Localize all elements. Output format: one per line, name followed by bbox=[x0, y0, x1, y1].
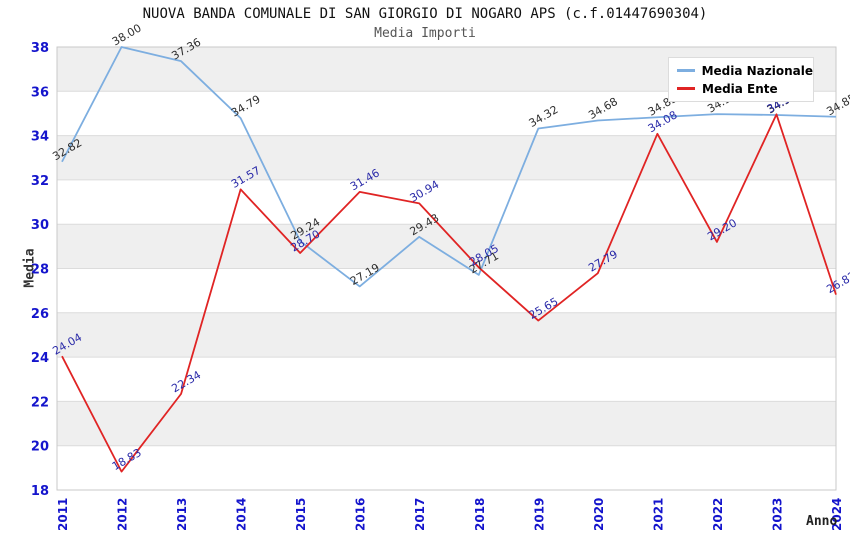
legend-label-media-ente: Media Ente bbox=[702, 81, 778, 96]
x-tick-label: 2022 bbox=[711, 498, 725, 531]
point-label-media-nazionale: 34.85 bbox=[824, 91, 850, 118]
y-tick-label: 18 bbox=[31, 484, 49, 499]
plot-band bbox=[57, 401, 836, 446]
y-axis-title: Media bbox=[22, 248, 38, 288]
plot-band bbox=[57, 312, 836, 358]
legend: Media Nazionale Media Ente bbox=[668, 57, 814, 102]
media-nazionale-line-swatch bbox=[677, 69, 695, 72]
x-tick-label: 2016 bbox=[354, 498, 368, 531]
x-tick-label: 2021 bbox=[651, 498, 665, 531]
y-tick-label: 32 bbox=[31, 174, 49, 189]
plot-border bbox=[56, 46, 837, 491]
plot-band bbox=[57, 135, 836, 180]
x-tick-label: 2018 bbox=[473, 498, 487, 531]
series-line-media-ente bbox=[61, 113, 837, 473]
x-tick-label: 2012 bbox=[116, 498, 130, 531]
point-label-media-ente: 18.83 bbox=[110, 446, 144, 473]
chart-subtitle: Media Importi bbox=[374, 26, 476, 41]
media-ente-line-swatch bbox=[677, 87, 695, 90]
x-tick-label: 2015 bbox=[294, 498, 308, 531]
x-tick-label: 2023 bbox=[770, 498, 784, 531]
x-tick-label: 2024 bbox=[830, 498, 844, 531]
point-label-media-nazionale: 34.79 bbox=[229, 93, 263, 120]
y-tick-label: 30 bbox=[31, 218, 49, 233]
point-label-media-nazionale: 34.68 bbox=[586, 95, 620, 122]
legend-item-media-nazionale: Media Nazionale bbox=[677, 64, 813, 78]
y-tick-label: 36 bbox=[31, 85, 49, 100]
x-tick-label: 2014 bbox=[235, 498, 249, 531]
x-tick-label: 2019 bbox=[532, 498, 546, 531]
y-tick-label: 28 bbox=[31, 263, 49, 278]
y-tick-label: 22 bbox=[31, 395, 49, 410]
y-tick-label: 20 bbox=[31, 440, 49, 455]
y-tick-label: 24 bbox=[31, 351, 49, 366]
y-tick-label: 26 bbox=[31, 307, 49, 322]
point-label-media-ente: 30.94 bbox=[408, 178, 442, 205]
x-axis-title: Anno bbox=[806, 514, 838, 529]
x-tick-label: 2017 bbox=[413, 498, 427, 531]
y-tick-label: 38 bbox=[31, 41, 49, 56]
y-tick-label: 34 bbox=[31, 130, 49, 145]
point-label-media-nazionale: 38.00 bbox=[110, 21, 144, 48]
legend-item-media-ente: Media Ente bbox=[677, 82, 813, 96]
x-tick-label: 2013 bbox=[175, 498, 189, 531]
legend-label-media-nazionale: Media Nazionale bbox=[701, 63, 813, 78]
x-tick-label: 2020 bbox=[592, 498, 606, 531]
series-line-media-nazionale bbox=[61, 46, 837, 288]
x-tick-label: 2011 bbox=[56, 498, 70, 531]
chart-title: NUOVA BANDA COMUNALE DI SAN GIORGIO DI N… bbox=[142, 6, 708, 22]
point-label-media-ente: 22.34 bbox=[169, 368, 203, 395]
